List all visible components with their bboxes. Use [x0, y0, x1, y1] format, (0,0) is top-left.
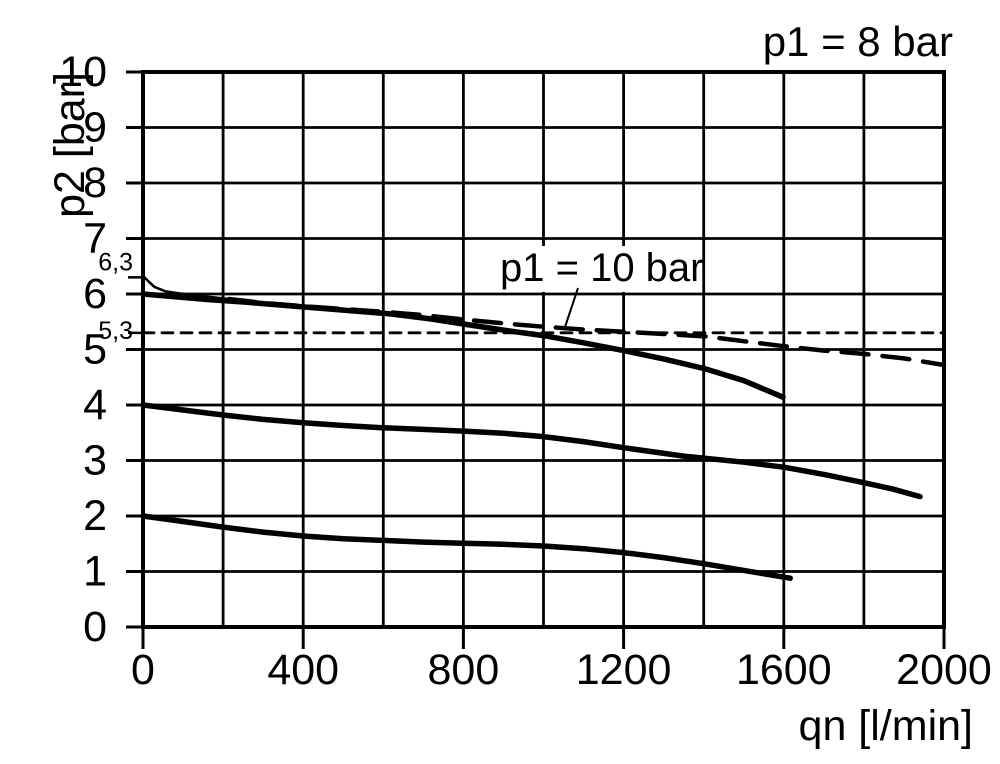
- x-tick-label: 2000: [896, 646, 992, 694]
- curve-p1-8bar-set-2bar: [140, 513, 793, 581]
- y-tick-label: 3: [83, 437, 107, 485]
- y-extra-tick-label: 5,3: [98, 317, 133, 345]
- y-tick-label: 1: [83, 548, 107, 596]
- annotation-leader: [563, 287, 579, 331]
- leader-line: [563, 287, 579, 331]
- y-tick-label: 7: [83, 215, 107, 263]
- y-tick-label: 5: [83, 326, 107, 374]
- x-tick-label: 1600: [736, 646, 832, 694]
- curve-p1-8bar-set-4bar: [140, 402, 923, 500]
- y-extra-tick-label: 6,3: [98, 248, 133, 276]
- y-tick-label: 0: [83, 603, 107, 651]
- y-tick-label: 2: [83, 492, 107, 540]
- y-axis-label: p2 [bar]: [46, 72, 94, 218]
- axis-ticks: [126, 70, 946, 649]
- y-tick-label: 6: [83, 270, 107, 318]
- label-knockout-box: [492, 246, 676, 292]
- annotation-knockout: [492, 246, 676, 292]
- data-curves: [140, 274, 947, 581]
- x-axis-label: qn [l/min]: [799, 702, 973, 750]
- x-tick-label: 800: [428, 646, 500, 694]
- axis-tick-labels: 0 400 800 1200 1600 2000 0 1 2 3 4 5 6 7 8 9 10 6,3 5,3: [59, 48, 992, 694]
- chart-title: p1 = 8 bar: [763, 18, 953, 65]
- annotation-p1-10bar-label: p1 = 10 bar: [500, 246, 704, 290]
- x-tick-label: 400: [267, 646, 339, 694]
- x-tick-label: 1200: [576, 646, 672, 694]
- x-tick-label: 0: [131, 646, 155, 694]
- y-tick-label: 4: [83, 381, 107, 429]
- y-tick-label: 10: [59, 48, 107, 96]
- y-tick-label: 8: [83, 159, 107, 207]
- y-tick-label: 9: [83, 104, 107, 152]
- curve-p1-10bar-dashed: [226, 296, 947, 368]
